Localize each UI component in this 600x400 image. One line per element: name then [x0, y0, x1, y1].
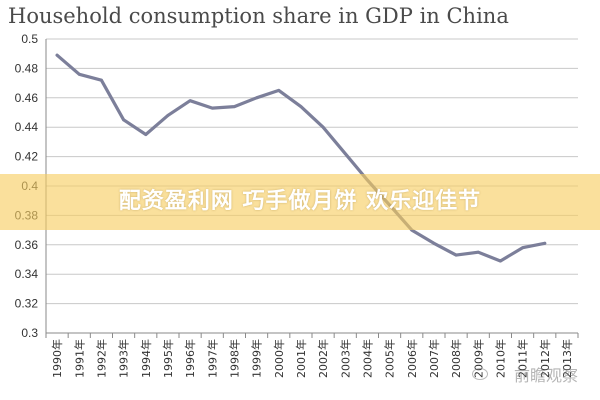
- data-point: [521, 246, 524, 250]
- data-point: [188, 99, 192, 103]
- x-tick-label: 2003年: [338, 339, 352, 378]
- x-tick-label: 1992年: [94, 339, 108, 378]
- overlay-text: 配资盈利网 巧手做月饼 欢乐迎佳节: [118, 189, 482, 214]
- chart-title: Household consumption share in GDP in Ch…: [8, 4, 509, 28]
- series-line: [55, 53, 547, 263]
- data-point: [144, 133, 148, 136]
- x-tick-label: 1991年: [72, 339, 86, 378]
- x-tick-label: 2000年: [272, 339, 286, 378]
- x-tick-label: 2001年: [294, 339, 308, 378]
- x-tick-label: 1996年: [183, 339, 197, 378]
- y-tick-label: 0.36: [15, 238, 39, 252]
- x-tick-label: 2006年: [405, 339, 419, 378]
- x-tick-label: 2007年: [427, 339, 441, 378]
- data-point: [233, 105, 236, 109]
- y-tick-label: 0.32: [15, 297, 39, 311]
- data-point: [432, 241, 436, 245]
- data-point: [343, 152, 347, 156]
- data-point: [321, 125, 325, 129]
- x-tick-label: 2013年: [560, 339, 574, 378]
- data-point: [166, 114, 170, 117]
- x-tick-label: 2011年: [516, 339, 530, 378]
- data-point: [454, 253, 458, 257]
- x-tick-labels: 1990年 1991年 1992年 1993年 1994年 1995年 1996年 1997年…: [50, 339, 574, 378]
- watermark: 前瞻观察: [513, 366, 578, 385]
- y-tick-label: 0.34: [15, 267, 39, 281]
- data-point: [543, 241, 547, 245]
- wechat-icon: [472, 368, 488, 380]
- data-point: [299, 105, 303, 109]
- x-tick-label: 1994年: [139, 339, 153, 378]
- y-tick-label: 0.42: [15, 150, 39, 164]
- x-tick-label: 1999年: [250, 339, 264, 378]
- series-layer: [55, 53, 547, 263]
- y-tick-label: 0.48: [15, 61, 39, 75]
- y-tick-label: 0.46: [15, 91, 39, 105]
- data-point: [499, 259, 502, 263]
- y-tick-label: 0.3: [21, 326, 38, 340]
- data-point: [77, 72, 81, 76]
- data-point: [122, 118, 125, 122]
- overlay-banner: [0, 174, 600, 230]
- data-point: [210, 106, 214, 110]
- x-tick-label: 1997年: [205, 339, 219, 378]
- x-tick-label: 1995年: [161, 339, 175, 378]
- y-tick-label: 0.44: [15, 120, 39, 134]
- data-point: [476, 250, 480, 254]
- x-tick-label: 1998年: [227, 339, 241, 378]
- x-tick-label: 2010年: [493, 339, 507, 378]
- x-tick-label: 2002年: [316, 339, 330, 378]
- x-tick-label: 1993年: [117, 339, 131, 378]
- data-point: [255, 96, 258, 100]
- x-tick-label: 2004年: [360, 339, 374, 378]
- x-tick-label: 1990年: [50, 339, 64, 378]
- data-point: [277, 89, 281, 92]
- y-tick-label: 0.5: [21, 32, 38, 46]
- x-tick-label: 2008年: [449, 339, 463, 378]
- data-point: [100, 78, 103, 82]
- x-tick-label: 2012年: [538, 339, 552, 378]
- x-tick-label: 2005年: [383, 339, 397, 378]
- data-point: [55, 53, 59, 57]
